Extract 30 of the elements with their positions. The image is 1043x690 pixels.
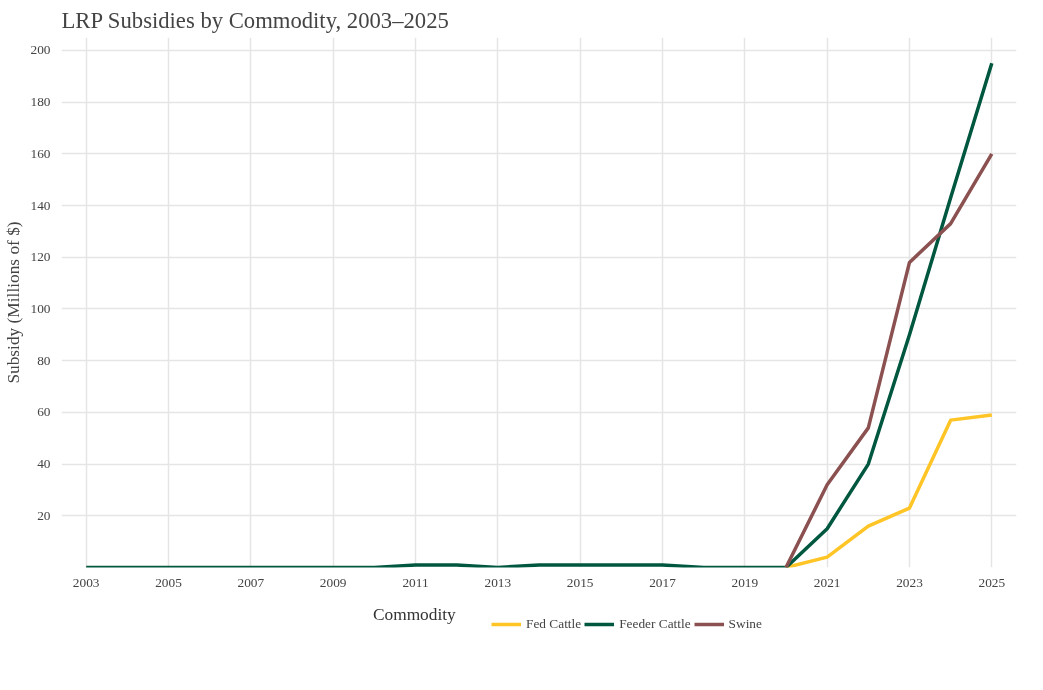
x-tick-label: 2023 (896, 574, 924, 590)
x-tick-label: 2019 (731, 574, 759, 590)
legend-label: Feeder Cattle (619, 616, 691, 632)
y-tick-label: 100 (30, 300, 51, 316)
y-tick-label: 180 (30, 94, 51, 110)
x-tick-label: 2021 (813, 574, 841, 590)
y-tick-label: 160 (30, 145, 51, 161)
y-tick-label: 60 (37, 404, 51, 420)
y-tick-label: 200 (30, 42, 51, 58)
y-axis-title: Subsidy (Millions of $) (3, 221, 23, 384)
legend-label: Fed Cattle (526, 616, 582, 632)
line-series (84, 61, 994, 568)
y-tick-label: 140 (30, 197, 51, 213)
x-tick-label: 2017 (649, 574, 677, 590)
x-tick-label: 2025 (978, 574, 1006, 590)
x-tick-label: 2005 (155, 574, 183, 590)
legend-label: Swine (728, 616, 762, 632)
y-tick-label: 80 (37, 352, 51, 368)
x-tick-label: 2015 (566, 574, 594, 590)
x-tick-label: 2013 (484, 574, 512, 590)
chart-title: LRP Subsidies by Commodity, 2003–2025 (61, 7, 449, 33)
y-tick-label: 40 (37, 456, 51, 472)
line-series (784, 152, 994, 568)
y-tick-label: 20 (37, 507, 51, 523)
legend-title: Commodity (372, 605, 457, 624)
y-tick-label: 120 (30, 249, 51, 265)
x-tick-label: 2007 (237, 574, 265, 590)
x-tick-label: 2009 (319, 574, 347, 590)
x-tick-label: 2011 (402, 574, 429, 590)
x-tick-label: 2003 (72, 574, 100, 590)
